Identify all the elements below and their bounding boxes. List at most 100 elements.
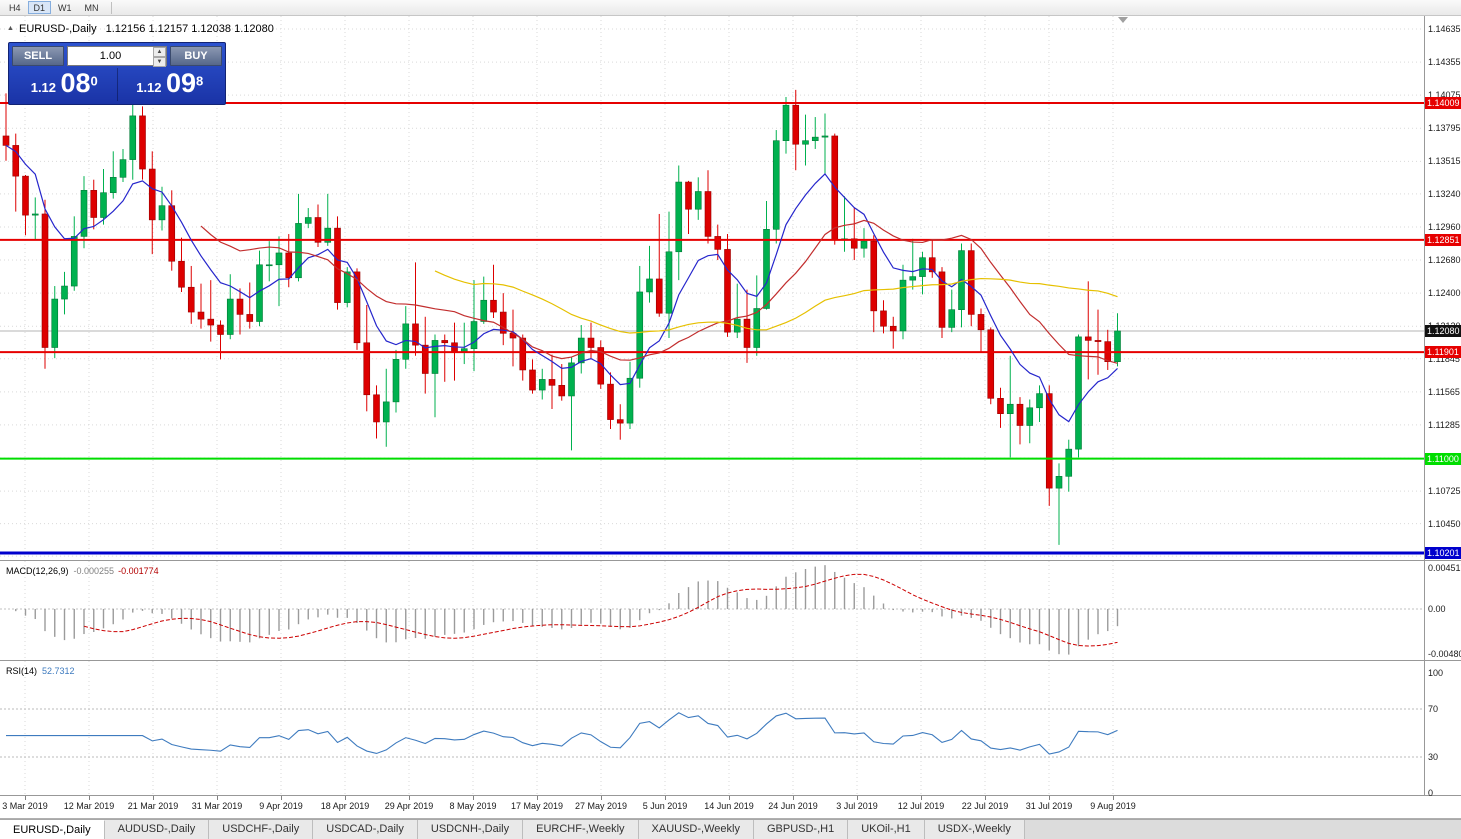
rsi-axis-label: 70 <box>1428 704 1439 714</box>
date-tick-mark <box>89 796 90 800</box>
chart-tab-eurchf-weekly[interactable]: EURCHF-,Weekly <box>523 820 639 839</box>
price-axis[interactable]: 1.14635 1.14355 1.14075 1.13795 1.13515 1.132… <box>1425 0 1461 818</box>
chart-tab-audusd-daily[interactable]: AUDUSD-,Daily <box>104 820 210 839</box>
rsi-indicator-pane[interactable] <box>0 661 1424 800</box>
date-tick-label: 9 Apr 2019 <box>259 801 303 811</box>
date-tick-label: 17 May 2019 <box>510 801 564 811</box>
sell-price-display[interactable]: 1.12 080 <box>12 68 117 101</box>
timeframe-mn-button[interactable]: MN <box>79 1 105 14</box>
date-tick-mark <box>473 796 474 800</box>
sell-price-frac: 0 <box>90 73 98 89</box>
macd-indicator-pane[interactable] <box>0 561 1424 665</box>
buy-price-pips: 09 <box>165 68 197 98</box>
date-tick-mark <box>985 796 986 800</box>
chart-tab-gbpusd-h1[interactable]: GBPUSD-,H1 <box>753 820 849 839</box>
price-axis-border <box>1424 16 1425 796</box>
price-tick-label: 1.13515 <box>1428 156 1461 167</box>
main-price-chart[interactable] <box>0 16 1424 565</box>
chart-symbol-header: EURUSD-,Daily 1.12156 1.12157 1.12038 1.1… <box>19 23 274 35</box>
pane-separator[interactable] <box>0 560 1461 561</box>
price-tick-label: 1.14075 <box>1428 90 1461 101</box>
macd-axis-max-label: 0.004517 <box>1428 563 1461 573</box>
date-tick-label: 18 Apr 2019 <box>320 801 370 811</box>
macd-signal-value: -0.001774 <box>118 566 159 576</box>
chart-tab-usdx-weekly[interactable]: USDX-,Weekly <box>924 820 1025 839</box>
price-tick-label: 1.10725 <box>1428 486 1461 497</box>
rsi-value: 52.7312 <box>42 666 75 676</box>
date-tick-mark <box>601 796 602 800</box>
date-tick-mark <box>281 796 282 800</box>
price-tick-label: 1.11845 <box>1428 353 1460 364</box>
date-tick-mark <box>665 796 666 800</box>
date-tick-label: 9 Aug 2019 <box>1090 801 1136 811</box>
trade-panel-collapse-icon[interactable]: ▲ <box>7 25 14 32</box>
price-tick-label: 1.13795 <box>1428 123 1461 134</box>
pane-separator <box>0 818 1461 819</box>
price-tick-label: 1.11285 <box>1428 419 1460 430</box>
level-price-badge: 1.14009 <box>1425 96 1461 109</box>
date-axis[interactable]: 3 Mar 2019 12 Mar 2019 21 Mar 2019 31 Mar 2… <box>0 796 1424 818</box>
volume-input[interactable] <box>68 47 153 65</box>
chart-ohlc-readout: 1.12156 1.12157 1.12038 1.12080 <box>105 23 274 35</box>
chart-tab-xauusd-weekly[interactable]: XAUUSD-,Weekly <box>638 820 754 839</box>
date-tick-label: 14 Jun 2019 <box>704 801 754 811</box>
price-tick-label: 1.13240 <box>1428 188 1461 199</box>
current-price-badge: 1.12080 <box>1425 324 1461 337</box>
sell-price-base: 1.12 <box>30 80 57 95</box>
buy-price-display[interactable]: 1.12 098 <box>116 68 223 101</box>
buy-button[interactable]: BUY <box>170 46 222 66</box>
date-tick-label: 12 Jul 2019 <box>897 801 945 811</box>
level-price-badge: 1.12851 <box>1425 233 1461 246</box>
macd-axis-min-label: -0.004806 <box>1428 649 1461 659</box>
pane-separator[interactable] <box>0 795 1461 796</box>
timeframe-w1-button[interactable]: W1 <box>52 1 78 14</box>
one-click-trading-panel: SELL ▲ ▼ BUY 1.12 080 1.12 098 <box>8 42 226 105</box>
price-tick-label: 1.12680 <box>1428 255 1461 266</box>
date-tick-label: 5 Jun 2019 <box>642 801 688 811</box>
date-tick-mark <box>345 796 346 800</box>
toolbar-separator <box>110 1 112 14</box>
buy-price-frac: 8 <box>196 73 204 89</box>
timeframe-d1-button[interactable]: D1 <box>27 1 52 14</box>
price-tick-label: 1.14355 <box>1428 57 1461 68</box>
price-tick-label: 1.12400 <box>1428 288 1461 299</box>
chart-tab-ukoil-h1[interactable]: UKOil-,H1 <box>848 820 925 839</box>
date-tick-mark <box>729 796 730 800</box>
date-tick-mark <box>1049 796 1050 800</box>
date-tick-mark <box>25 796 26 800</box>
date-tick-mark <box>857 796 858 800</box>
pane-separator[interactable] <box>0 660 1461 661</box>
date-tick-label: 29 Apr 2019 <box>384 801 434 811</box>
level-price-badge: 1.10201 <box>1425 547 1461 560</box>
date-tick-label: 8 May 2019 <box>449 801 497 811</box>
chart-symbol-label: EURUSD-,Daily <box>19 23 97 35</box>
buy-price-base: 1.12 <box>136 80 162 95</box>
date-tick-mark <box>1113 796 1114 800</box>
volume-up-icon[interactable]: ▲ <box>153 47 166 57</box>
sell-button[interactable]: SELL <box>12 46 64 66</box>
chart-shift-marker-icon[interactable] <box>1118 17 1128 23</box>
date-tick-label: 22 Jul 2019 <box>961 801 1009 811</box>
timeframe-h4-button[interactable]: H4 <box>3 1 27 14</box>
macd-main-value: -0.000255 <box>73 566 115 576</box>
chart-tab-usdchf-daily[interactable]: USDCHF-,Daily <box>209 820 314 839</box>
chart-tab-usdcad-daily[interactable]: USDCAD-,Daily <box>313 820 418 839</box>
chart-tab-eurusd-daily[interactable]: EURUSD-,Daily <box>0 820 105 839</box>
rsi-axis-label: 30 <box>1428 752 1439 762</box>
level-price-badge: 1.11901 <box>1425 346 1461 359</box>
volume-field-wrap: ▲ ▼ <box>67 46 167 67</box>
price-tick-label: 1.10450 <box>1428 518 1461 529</box>
date-tick-label: 24 Jun 2019 <box>768 801 818 811</box>
chart-tab-usdcnh-daily[interactable]: USDCNH-,Daily <box>417 820 524 839</box>
sell-price-pips: 08 <box>60 68 91 98</box>
volume-down-icon[interactable]: ▼ <box>153 57 166 67</box>
date-tick-label: 21 Mar 2019 <box>127 801 179 811</box>
price-tick-label: 1.11565 <box>1428 386 1460 397</box>
date-tick-mark <box>793 796 794 800</box>
rsi-axis-label: 0 <box>1428 788 1434 798</box>
date-tick-mark <box>537 796 538 800</box>
macd-header: MACD(12,26,9) -0.000255 -0.001774 <box>6 566 159 576</box>
date-tick-label: 12 Mar 2019 <box>63 801 115 811</box>
macd-label: MACD(12,26,9) <box>6 566 69 576</box>
